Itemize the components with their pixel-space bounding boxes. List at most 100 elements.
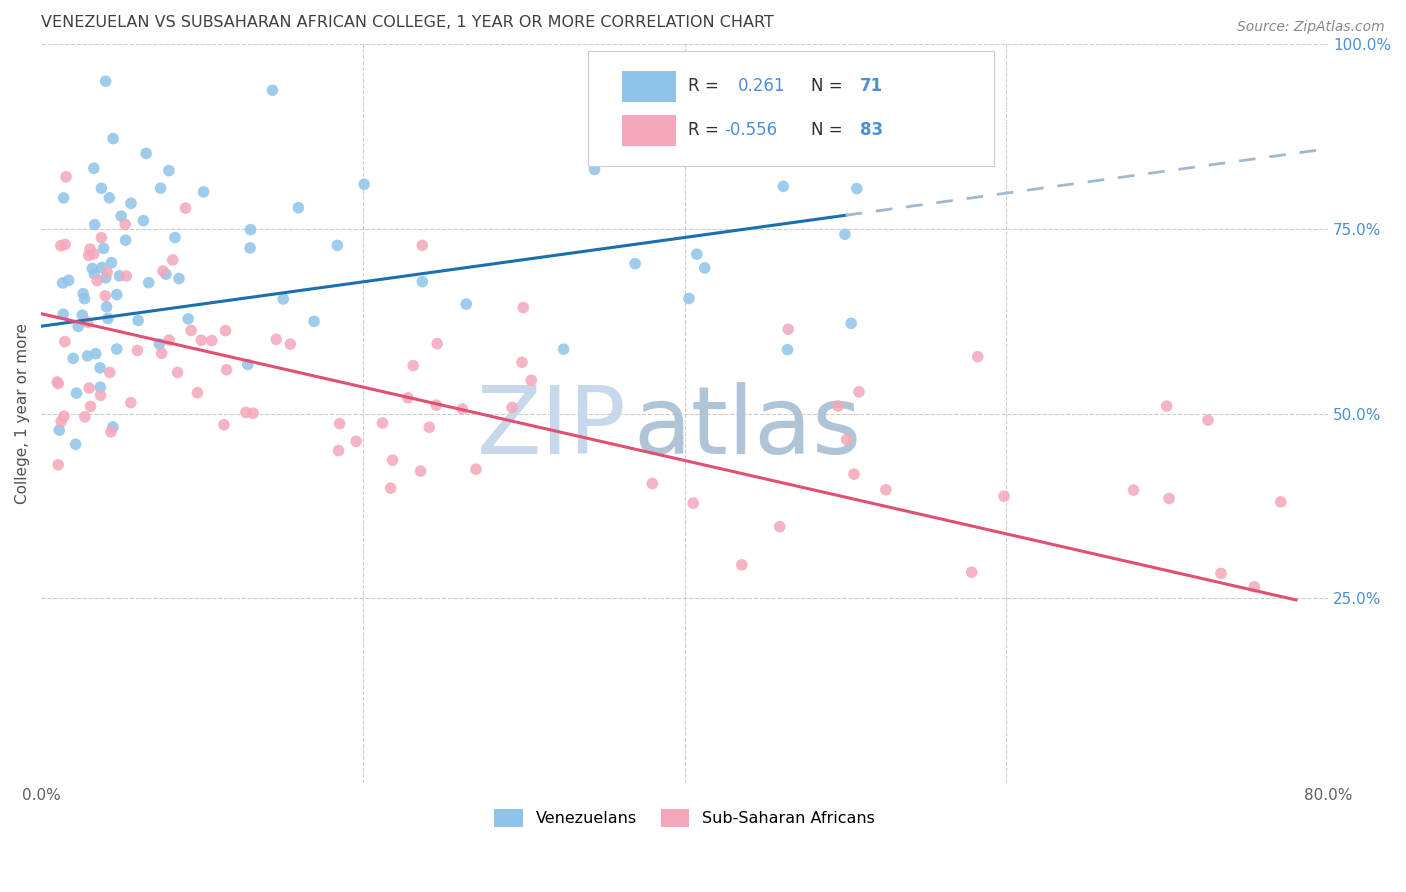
Point bbox=[693, 260, 716, 275]
Point bbox=[278, 337, 301, 351]
Point bbox=[235, 405, 257, 419]
Point bbox=[94, 289, 117, 303]
Point bbox=[966, 350, 988, 364]
Point bbox=[94, 270, 117, 285]
Point bbox=[214, 324, 236, 338]
Point bbox=[827, 399, 849, 413]
Point bbox=[731, 558, 754, 572]
Point bbox=[93, 241, 115, 255]
Text: Source: ZipAtlas.com: Source: ZipAtlas.com bbox=[1237, 20, 1385, 34]
Point bbox=[100, 255, 122, 269]
Point bbox=[418, 420, 440, 434]
Point bbox=[326, 238, 349, 252]
Point bbox=[48, 423, 70, 437]
Point bbox=[344, 434, 367, 449]
Point bbox=[79, 400, 101, 414]
Point bbox=[553, 342, 575, 356]
Point bbox=[127, 313, 149, 327]
Point bbox=[46, 375, 69, 389]
Point bbox=[101, 131, 124, 145]
Point bbox=[769, 519, 792, 533]
Point bbox=[53, 237, 76, 252]
Point bbox=[76, 315, 98, 329]
Point bbox=[167, 271, 190, 285]
Point bbox=[90, 230, 112, 244]
Point bbox=[90, 388, 112, 402]
Point bbox=[960, 565, 983, 579]
Point bbox=[1122, 483, 1144, 497]
Point bbox=[520, 373, 543, 387]
Point bbox=[510, 355, 533, 369]
Point bbox=[135, 146, 157, 161]
Point bbox=[583, 162, 606, 177]
Point bbox=[834, 227, 856, 242]
Point bbox=[65, 437, 87, 451]
Point bbox=[72, 286, 94, 301]
Point bbox=[411, 275, 433, 289]
Point bbox=[105, 287, 128, 301]
Point bbox=[396, 391, 419, 405]
Point bbox=[201, 334, 224, 348]
Point bbox=[776, 343, 799, 357]
Point bbox=[52, 276, 75, 290]
Point bbox=[409, 464, 432, 478]
Point bbox=[53, 409, 76, 424]
Point bbox=[778, 322, 800, 336]
Point bbox=[58, 273, 80, 287]
Point bbox=[848, 384, 870, 399]
Text: R =: R = bbox=[689, 78, 724, 95]
Point bbox=[73, 292, 96, 306]
Point bbox=[772, 179, 794, 194]
Text: VENEZUELAN VS SUBSAHARAN AFRICAN COLLEGE, 1 YEAR OR MORE CORRELATION CHART: VENEZUELAN VS SUBSAHARAN AFRICAN COLLEGE… bbox=[41, 15, 773, 30]
Text: -0.556: -0.556 bbox=[724, 121, 778, 139]
Point bbox=[835, 433, 858, 447]
Text: N =: N = bbox=[811, 78, 848, 95]
Point bbox=[157, 163, 180, 178]
Point bbox=[114, 218, 136, 232]
Point bbox=[845, 181, 868, 195]
Point bbox=[353, 178, 375, 192]
Point bbox=[108, 268, 131, 283]
Point bbox=[402, 359, 425, 373]
Point bbox=[72, 308, 94, 322]
Point bbox=[329, 417, 352, 431]
Point bbox=[302, 314, 325, 328]
Point bbox=[83, 247, 105, 261]
Text: 0.261: 0.261 bbox=[737, 78, 785, 95]
Point bbox=[98, 366, 121, 380]
Point bbox=[52, 307, 75, 321]
Point bbox=[138, 276, 160, 290]
Point bbox=[624, 257, 647, 271]
Text: atlas: atlas bbox=[633, 383, 862, 475]
Legend: Venezuelans, Sub-Saharan Africans: Venezuelans, Sub-Saharan Africans bbox=[494, 809, 875, 827]
Point bbox=[150, 346, 173, 360]
Point bbox=[83, 218, 105, 232]
Point bbox=[242, 406, 264, 420]
Point bbox=[264, 332, 287, 346]
Point bbox=[97, 311, 120, 326]
Point bbox=[127, 343, 149, 358]
Point bbox=[148, 337, 170, 351]
Point bbox=[52, 191, 75, 205]
Point bbox=[82, 261, 104, 276]
Point bbox=[456, 297, 478, 311]
Y-axis label: College, 1 year or more: College, 1 year or more bbox=[15, 323, 30, 504]
Point bbox=[79, 242, 101, 256]
Point bbox=[149, 181, 172, 195]
Point bbox=[105, 342, 128, 356]
Point bbox=[426, 336, 449, 351]
Point bbox=[839, 316, 862, 330]
Point bbox=[90, 260, 112, 275]
Point bbox=[100, 425, 122, 439]
Point bbox=[271, 292, 294, 306]
Point bbox=[120, 196, 142, 211]
Point bbox=[96, 265, 118, 279]
Point bbox=[1209, 566, 1232, 581]
Point bbox=[842, 467, 865, 482]
Point bbox=[287, 201, 309, 215]
Point bbox=[89, 360, 111, 375]
Point bbox=[993, 489, 1015, 503]
Point bbox=[678, 292, 700, 306]
Point bbox=[114, 233, 136, 247]
Point bbox=[101, 420, 124, 434]
